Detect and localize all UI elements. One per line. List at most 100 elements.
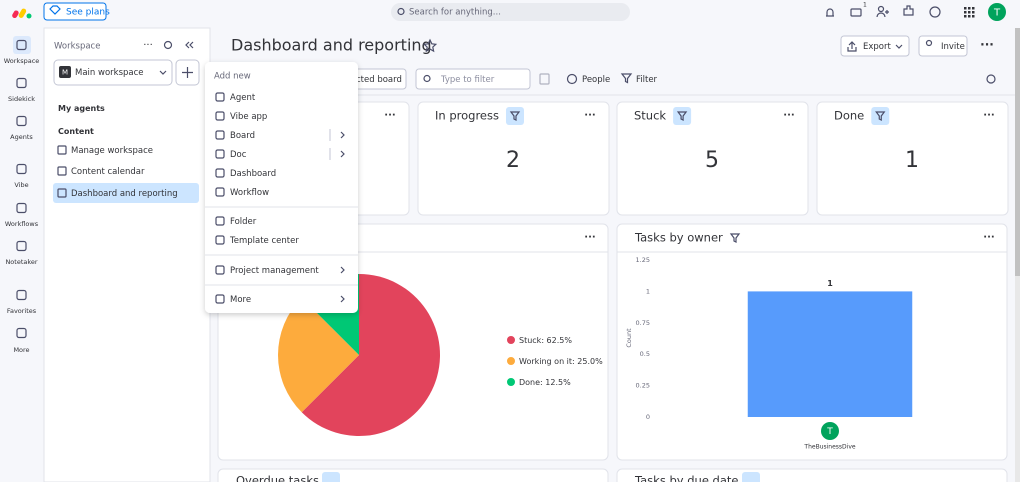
rail-icon[interactable] bbox=[16, 115, 27, 127]
menu-item-icon bbox=[215, 130, 225, 140]
filter-placeholder[interactable]: Type to filter bbox=[440, 75, 495, 85]
search-box[interactable] bbox=[391, 3, 630, 21]
rail-label[interactable]: Notetaker bbox=[5, 258, 37, 266]
export-chevron bbox=[895, 44, 903, 49]
widget-more[interactable]: ··· bbox=[584, 110, 595, 121]
rail-label[interactable]: Workspace bbox=[4, 57, 40, 65]
rail-label[interactable]: Agents bbox=[10, 133, 33, 141]
apps-icon[interactable] bbox=[903, 5, 914, 16]
submenu-arrow bbox=[340, 266, 345, 274]
people-label[interactable]: People bbox=[582, 75, 610, 85]
user-avatar[interactable] bbox=[988, 3, 1006, 21]
filter-label[interactable]: Filter bbox=[636, 75, 658, 85]
rail-icon[interactable] bbox=[16, 327, 27, 339]
menu-item[interactable]: Vibe app bbox=[230, 112, 267, 122]
collapse-icon[interactable] bbox=[185, 41, 194, 49]
y-tick-label: 1.25 bbox=[636, 256, 650, 264]
widget-filter[interactable] bbox=[673, 107, 692, 125]
people-icon[interactable] bbox=[566, 73, 578, 85]
workspace-dropdown[interactable] bbox=[53, 59, 173, 86]
menu-item[interactable]: Template center bbox=[229, 236, 299, 246]
widget-more[interactable]: ··· bbox=[584, 232, 595, 243]
widget-more[interactable]: ··· bbox=[384, 110, 395, 121]
menu-item[interactable]: Folder bbox=[230, 217, 257, 227]
section-title[interactable]: My agents bbox=[58, 104, 105, 113]
rail-icon[interactable] bbox=[16, 289, 27, 301]
filter-search-icon bbox=[423, 74, 431, 83]
widget-more[interactable]: ··· bbox=[983, 232, 994, 243]
workspace-name[interactable]: Main workspace bbox=[75, 68, 144, 78]
export-label[interactable]: Export bbox=[863, 42, 891, 52]
favorite-star[interactable] bbox=[422, 38, 438, 53]
menu-item[interactable]: Board bbox=[230, 131, 255, 141]
widget-filter[interactable] bbox=[505, 107, 524, 125]
widget-card bbox=[816, 101, 1009, 216]
active-item bbox=[53, 183, 199, 203]
rail-icon[interactable] bbox=[16, 163, 27, 175]
rail-icon[interactable] bbox=[16, 202, 27, 214]
rail-label[interactable]: Vibe bbox=[14, 181, 28, 189]
section-title[interactable]: Content bbox=[58, 127, 94, 136]
menu-item-icon bbox=[215, 168, 225, 178]
menu-item[interactable]: More bbox=[230, 295, 251, 305]
widget-filter[interactable] bbox=[729, 233, 741, 243]
sidebar-item[interactable]: Manage workspace bbox=[71, 146, 153, 156]
y-tick-label: 0.5 bbox=[640, 350, 650, 358]
rail-label[interactable]: Favorites bbox=[7, 307, 37, 315]
see-plans-button[interactable] bbox=[43, 2, 107, 21]
item-icon bbox=[57, 145, 67, 155]
bell-icon[interactable] bbox=[826, 8, 834, 17]
board-selector-label[interactable]: cted board bbox=[356, 75, 402, 85]
grid-menu-icon[interactable] bbox=[964, 7, 975, 18]
widget-filter[interactable] bbox=[742, 472, 760, 482]
save-icon[interactable] bbox=[539, 73, 550, 85]
search-placeholder[interactable]: Search for anything... bbox=[409, 8, 501, 18]
sidebar-search[interactable] bbox=[163, 40, 173, 50]
export-button[interactable] bbox=[840, 35, 910, 57]
submenu-arrow bbox=[340, 150, 345, 158]
sidebar-item[interactable]: Content calendar bbox=[71, 167, 145, 177]
dot bbox=[968, 7, 971, 10]
help-icon[interactable] bbox=[929, 6, 941, 18]
menu-item-icon bbox=[215, 235, 225, 245]
filter-icon bbox=[676, 111, 688, 121]
see-plans-label[interactable]: See plans bbox=[66, 8, 110, 18]
menu-item[interactable]: Agent bbox=[230, 93, 256, 103]
widget-filter[interactable] bbox=[322, 472, 340, 482]
legend-label: Done: 12.5% bbox=[519, 378, 571, 387]
widget-more[interactable]: ··· bbox=[983, 110, 994, 121]
menu-item[interactable]: Workflow bbox=[230, 188, 269, 198]
dot bbox=[964, 15, 967, 18]
menu-item[interactable]: Dashboard bbox=[230, 169, 276, 179]
menu-item[interactable]: Doc bbox=[230, 150, 247, 160]
logo[interactable] bbox=[11, 8, 32, 19]
rail-label[interactable]: Sidekick bbox=[8, 95, 35, 103]
rail-icon[interactable] bbox=[16, 39, 27, 51]
widget-card bbox=[616, 468, 1008, 482]
widget-filter[interactable] bbox=[871, 107, 890, 125]
sidebar-more[interactable]: ··· bbox=[143, 40, 153, 51]
inbox-icon[interactable] bbox=[850, 8, 862, 17]
invite-label[interactable]: Invite bbox=[941, 42, 965, 52]
rail-icon[interactable] bbox=[16, 77, 27, 89]
add-new-menu bbox=[205, 62, 358, 313]
invite-icon[interactable] bbox=[877, 5, 885, 13]
header-more[interactable]: ··· bbox=[980, 38, 994, 52]
filter-icon[interactable] bbox=[620, 73, 633, 84]
widget-more[interactable]: ··· bbox=[783, 110, 794, 121]
y-tick-label: 1 bbox=[646, 287, 650, 295]
owner-avatar-initial: T bbox=[826, 427, 833, 437]
bar bbox=[747, 291, 913, 417]
rail-label[interactable]: Workflows bbox=[5, 220, 39, 228]
menu-item[interactable]: Project management bbox=[230, 266, 319, 276]
sidebar-item[interactable]: Dashboard and reporting bbox=[71, 189, 178, 199]
pie-slice bbox=[278, 297, 359, 413]
settings-icon[interactable] bbox=[986, 74, 996, 84]
pie-slice bbox=[301, 274, 441, 437]
search-icon bbox=[397, 7, 405, 16]
menu-title: Add new bbox=[214, 72, 251, 82]
rail-label[interactable]: More bbox=[13, 346, 29, 354]
filter-input[interactable] bbox=[415, 68, 531, 90]
owner-avatar bbox=[821, 422, 839, 440]
rail-icon[interactable] bbox=[16, 240, 27, 252]
